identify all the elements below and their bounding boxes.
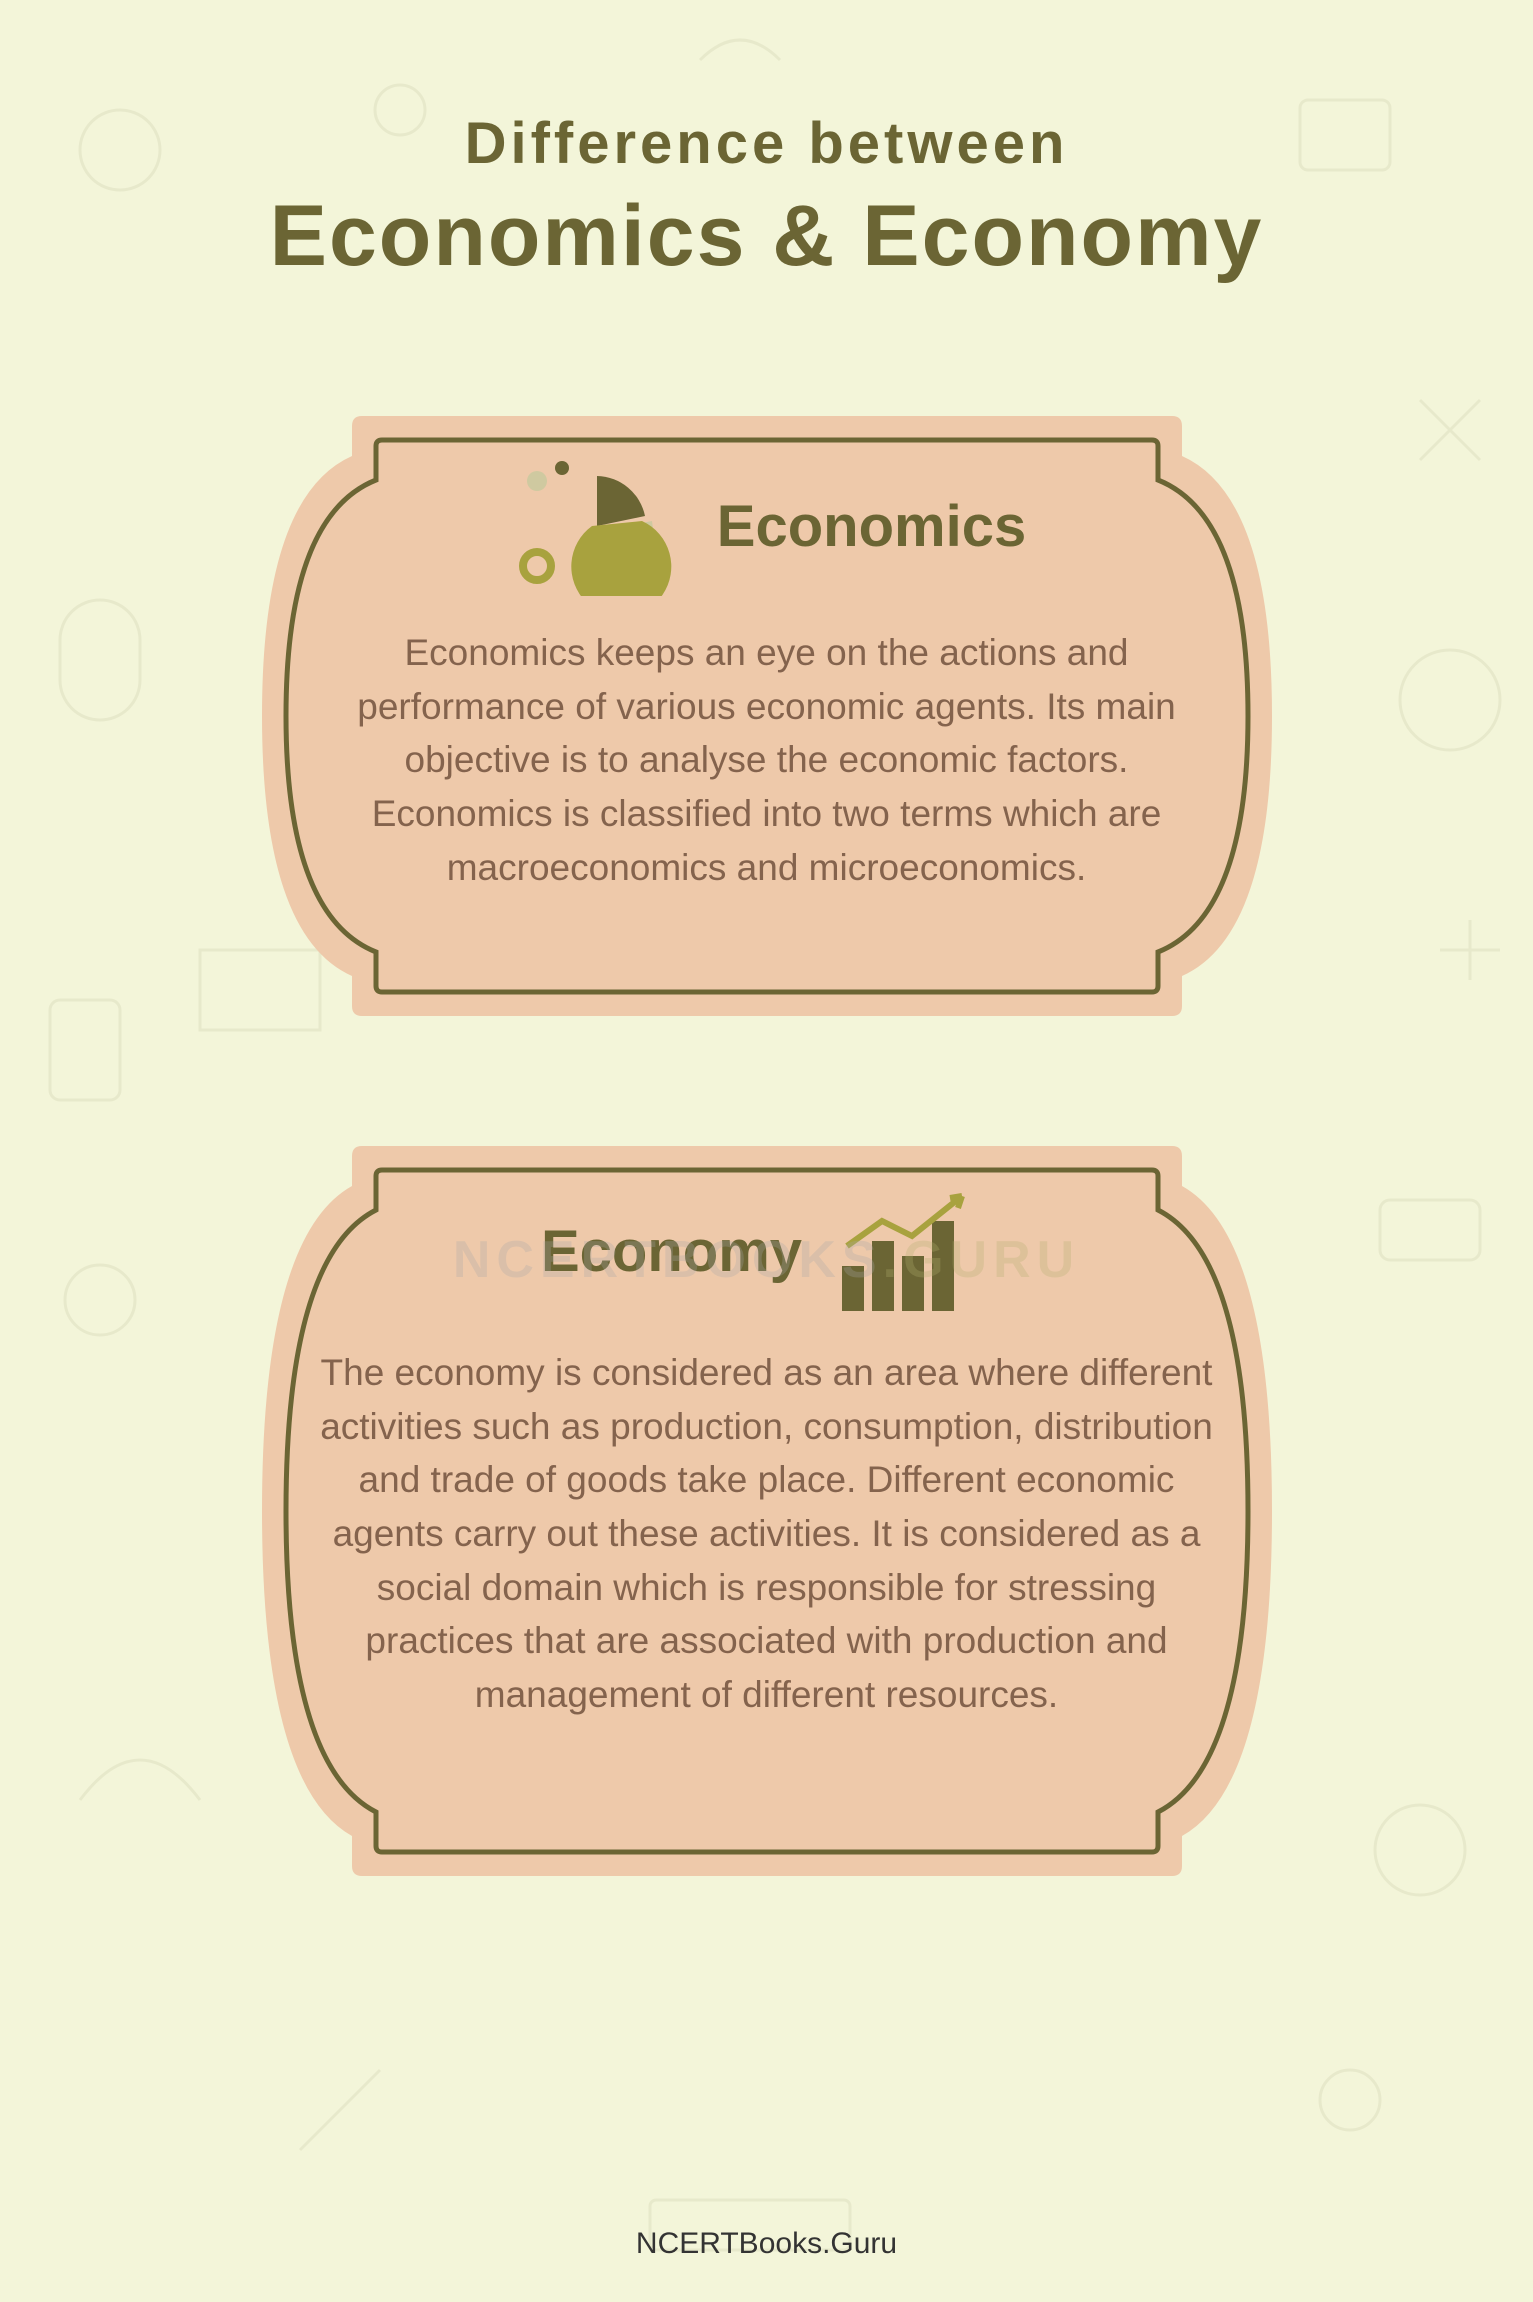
pie-chart-icon	[507, 456, 687, 596]
title-line-2: Economics & Economy	[270, 187, 1264, 286]
economics-heading: Economics	[717, 493, 1026, 560]
economy-heading: Economy	[541, 1218, 802, 1285]
title-line-1: Difference between	[465, 110, 1069, 177]
economics-heading-row: Economics	[312, 456, 1222, 596]
economy-heading-row: Economy	[312, 1186, 1222, 1316]
footer-text: NCERTBooks.Guru	[636, 2227, 897, 2261]
economics-card: Economics Economics keeps an eye on the …	[242, 396, 1292, 1036]
bar-chart-icon	[832, 1186, 992, 1316]
page-container: Difference between Economics & Economy E…	[0, 0, 1533, 2297]
economics-body: Economics keeps an eye on the actions an…	[312, 626, 1222, 894]
economy-body: The economy is considered as an area whe…	[312, 1346, 1222, 1721]
economy-card: Economy The economy is considered as an …	[242, 1126, 1292, 1896]
